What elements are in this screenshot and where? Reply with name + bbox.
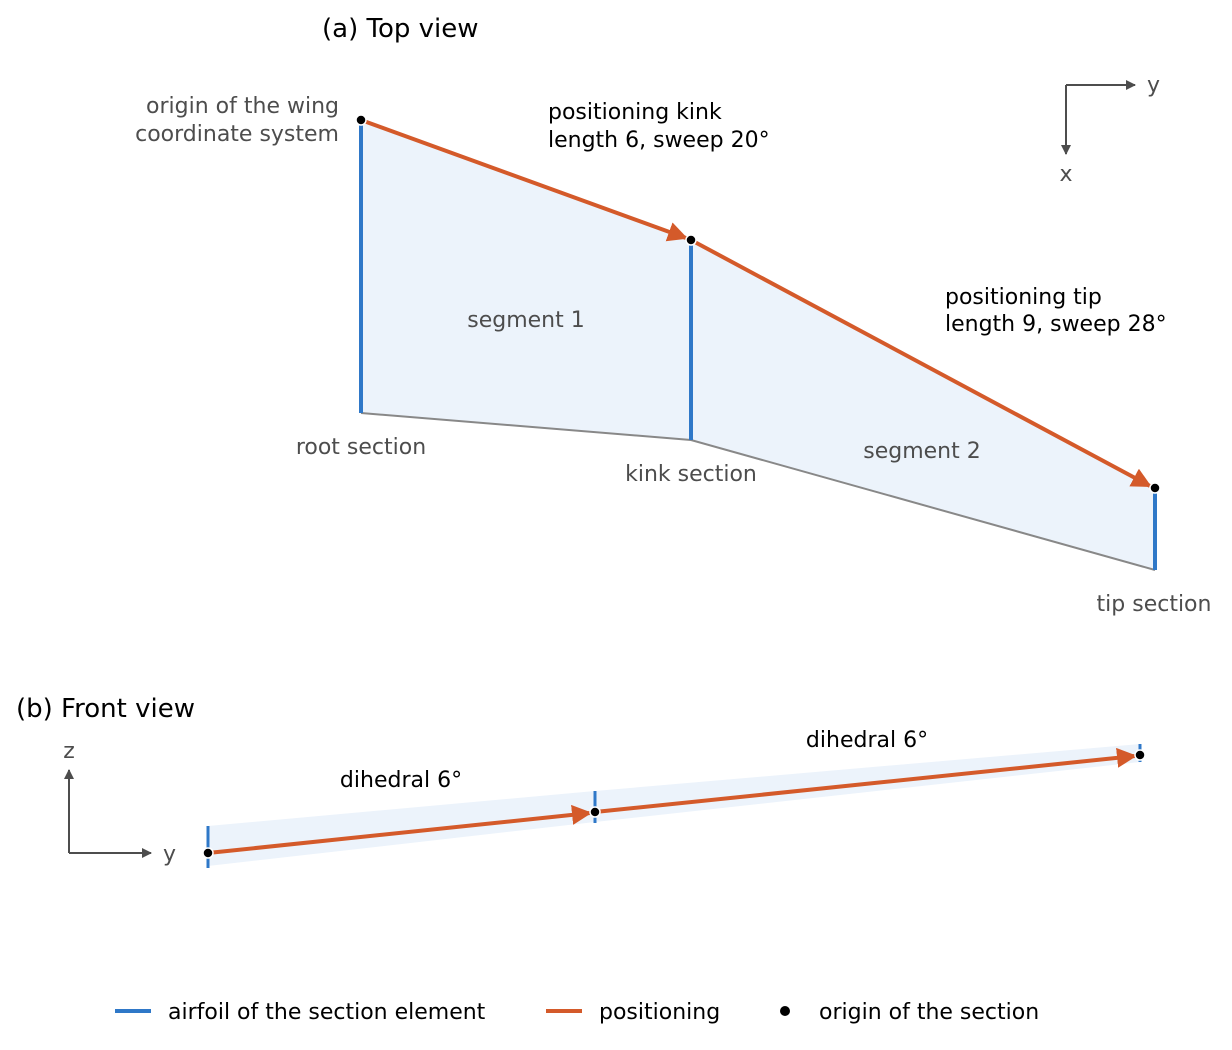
front-view: (b) Front view dihedral 6° dihedral 6° z… (16, 694, 1146, 868)
top-view-title: (a) Top view (322, 14, 479, 44)
kink-positioning-arrow (360, 118, 688, 242)
kink-section-label: kink section (625, 462, 757, 487)
root-origin-dot (355, 114, 367, 126)
origin-label-line1: origin of the wing (146, 94, 339, 119)
front-y-axis-label: y (163, 842, 176, 867)
root-section-label: root section (296, 435, 426, 460)
front-view-axes: z y (63, 739, 176, 867)
legend-item-positioning: positioning (546, 1000, 720, 1025)
top-y-axis-label: y (1147, 73, 1160, 98)
kink-positioning-label-line1: positioning kink (548, 100, 722, 125)
front-kink-origin-dot (589, 806, 601, 818)
legend-item-origin: origin of the section (780, 1000, 1039, 1025)
top-x-axis-label: x (1059, 162, 1072, 187)
top-view: (a) Top view origin of the wing coordina… (135, 14, 1211, 617)
top-view-axes: y x (1059, 73, 1160, 187)
tip-positioning-label-line2: length 9, sweep 28° (945, 312, 1167, 337)
tip-origin-dot (1149, 482, 1161, 494)
front-view-title: (b) Front view (16, 694, 195, 724)
tip-positioning-label-line1: positioning tip (945, 285, 1102, 310)
origin-label-line2: coordinate system (135, 122, 339, 147)
tip-positioning-arrow (690, 238, 1152, 488)
dihedral-1-label: dihedral 6° (340, 768, 462, 793)
front-kink-positioning-arrow (207, 804, 592, 855)
legend-origin-swatch (780, 1006, 790, 1016)
legend-item-airfoil: airfoil of the section element (115, 1000, 486, 1025)
wing-planform (361, 120, 1155, 570)
legend: airfoil of the section element positioni… (115, 1000, 1039, 1025)
front-tip-positioning-arrow (594, 747, 1137, 814)
tip-section-label: tip section (1097, 592, 1212, 617)
legend-origin-label: origin of the section (819, 1000, 1039, 1025)
front-tip-origin-dot (1134, 749, 1146, 761)
front-root-origin-dot (202, 847, 214, 859)
segment-2-label: segment 2 (863, 439, 981, 464)
legend-positioning-label: positioning (599, 1000, 720, 1025)
dihedral-2-label: dihedral 6° (806, 728, 928, 753)
legend-airfoil-label: airfoil of the section element (168, 1000, 486, 1025)
kink-positioning-label-line2: length 6, sweep 20° (548, 128, 770, 153)
front-z-axis-label: z (63, 739, 75, 764)
kink-origin-dot (685, 234, 697, 246)
segment-1-label: segment 1 (467, 308, 585, 333)
